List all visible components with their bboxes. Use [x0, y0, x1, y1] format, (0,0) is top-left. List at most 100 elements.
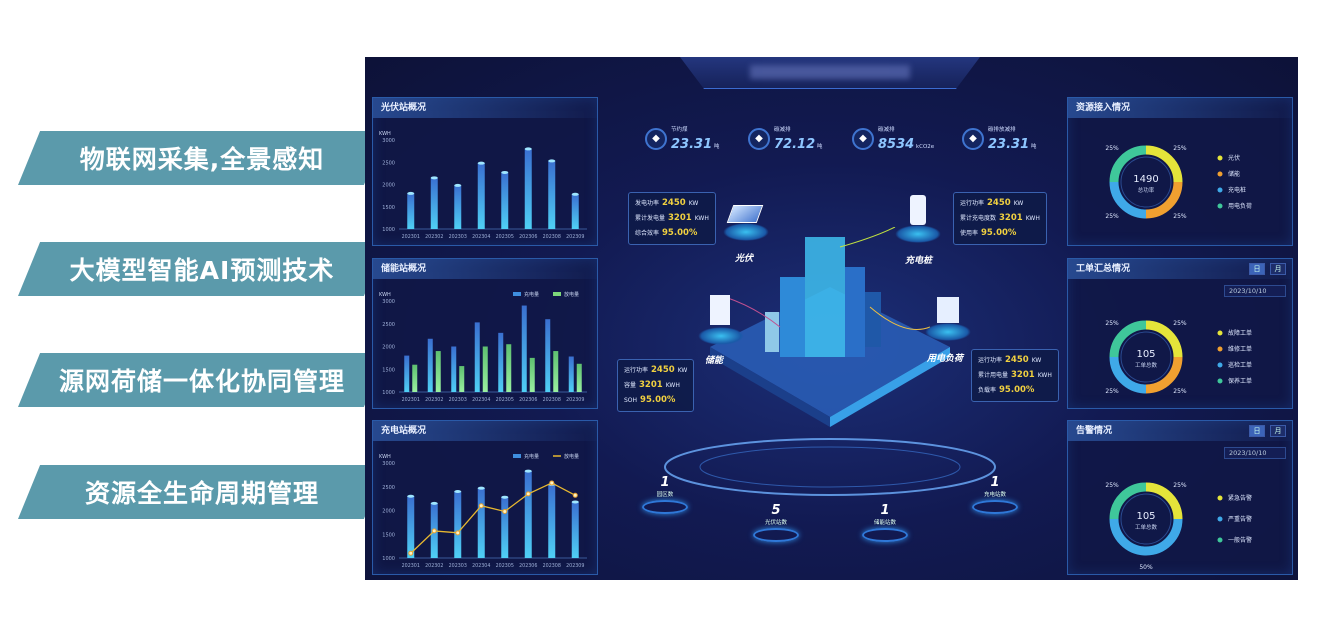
date-picker[interactable]: 2023/10/10: [1224, 447, 1286, 459]
stat-value: 8534: [878, 137, 915, 152]
resource-panel: 资源接入情况 25% 25% 25% 25% 1490 总功率 光伏 储能 充电桩 用电负荷: [1067, 97, 1293, 246]
stat-2: ◆ 碳减排 8534 kCO2e: [852, 125, 934, 152]
x-tick-label: 202306: [519, 563, 537, 569]
x-tick-label: 202309: [566, 563, 584, 569]
stat-value: 72.12: [774, 137, 816, 152]
donut-segment: [1109, 518, 1183, 556]
y-axis-label: KWH: [379, 454, 391, 460]
legend-label: 充电量: [524, 453, 539, 460]
info-row: 运行功率 2450 KW: [978, 353, 1052, 368]
info-unit: KW: [677, 367, 688, 374]
tower: [780, 277, 805, 357]
info-label: 运行功率: [960, 200, 985, 207]
legend-label: 充电量: [524, 291, 539, 298]
solar-panel-icon: [726, 205, 764, 223]
percent-label: 25%: [1105, 145, 1119, 152]
month-button[interactable]: 月: [1270, 263, 1286, 275]
line-point: [478, 503, 484, 509]
dashboard: 光伏站概况 KWH 1000 1500 2000 2500 3000 202301 202302…: [365, 57, 1298, 580]
line-point: [431, 528, 437, 534]
banner-iot: 物联网采集,全景感知: [18, 131, 386, 185]
day-button[interactable]: 日: [1249, 425, 1265, 437]
info-label: 累计用电量: [978, 372, 1009, 379]
bar: [412, 364, 418, 392]
line-point: [502, 508, 508, 514]
info-row: 容量 3201 KWH: [624, 378, 687, 393]
pv-label: 光伏: [735, 254, 754, 264]
bar: [576, 363, 582, 392]
donut-center: [1120, 493, 1172, 545]
month-button[interactable]: 月: [1270, 425, 1286, 437]
date-picker[interactable]: 2023/10/10: [1224, 285, 1286, 297]
bar-cap: [571, 500, 579, 504]
building-icon: [937, 297, 959, 323]
donut-center: [1120, 156, 1172, 208]
bar: [501, 172, 509, 229]
info-label: 运行功率: [624, 367, 649, 374]
legend-label: 一般告警: [1228, 536, 1252, 544]
x-tick-label: 202304: [472, 234, 490, 240]
stat-unit: 吨: [712, 144, 720, 150]
info-label: 发电功率: [635, 200, 660, 207]
legend-swatch: [513, 454, 521, 458]
charger-label: 充电桩: [905, 256, 933, 266]
donut-total-label: 工单总数: [1135, 361, 1158, 369]
tower: [845, 267, 865, 357]
donut-segment: [1145, 145, 1183, 183]
bar: [553, 351, 559, 392]
load-label: 用电负荷: [927, 354, 964, 364]
info-row: SOH 95.00%: [624, 393, 687, 408]
info-label: 累计发电量: [635, 215, 666, 222]
y-tick-label: 2000: [382, 345, 395, 351]
legend-dot: [1217, 346, 1223, 352]
banner-lifecycle: 资源全生命周期管理: [18, 465, 386, 519]
info-value: 95.00%: [981, 228, 1017, 238]
load-platform: [925, 323, 971, 341]
donut-segment: [1109, 482, 1147, 520]
stat-3: ◆ 碳排放减排 23.31 吨: [962, 125, 1036, 152]
info-label: 使用率: [960, 230, 979, 237]
tree-icon: ◆: [962, 127, 984, 150]
charging-chart: KWH 1000 1500 2000 2500 3000 202301 202302 20230…: [379, 453, 587, 569]
count-3: 1 充电站数: [972, 475, 1018, 514]
info-row: 负载率 95.00%: [978, 383, 1052, 398]
count-label: 园区数: [656, 492, 674, 498]
info-value: 95.00%: [662, 228, 698, 238]
day-button[interactable]: 日: [1249, 263, 1265, 275]
bar: [529, 357, 535, 392]
donut-segment: [1109, 356, 1147, 394]
x-tick-label: 202308: [543, 563, 561, 569]
pv-platform: [723, 223, 769, 241]
legend-label: 巡检工单: [1228, 361, 1252, 369]
x-tick-label: 202304: [472, 397, 490, 403]
bar: [545, 319, 551, 392]
bar-cap: [524, 147, 532, 151]
info-value: 2450: [987, 198, 1011, 208]
x-tick-label: 202305: [496, 234, 514, 240]
donut-segment: [1145, 181, 1183, 219]
stat-label: 碳排放减排: [988, 127, 1016, 133]
x-tick-label: 202309: [566, 234, 584, 240]
info-value: 2450: [651, 365, 675, 375]
bar: [407, 496, 415, 558]
storage-platform: [698, 327, 744, 345]
pv-chart: KWH 1000 1500 2000 2500 3000 202301 202302 20230…: [379, 131, 587, 240]
panel-title: 资源接入情况: [1068, 98, 1292, 118]
x-tick-label: 202303: [449, 397, 467, 403]
bar: [548, 160, 556, 229]
percent-label: 50%: [1139, 564, 1153, 571]
banner-ai: 大模型智能AI预测技术: [18, 242, 386, 296]
info-label: SOH: [624, 397, 638, 404]
y-tick-label: 2000: [382, 509, 395, 515]
bar: [524, 148, 532, 229]
x-tick-label: 202308: [543, 234, 561, 240]
legend-label: 紧急告警: [1228, 494, 1252, 502]
y-tick-label: 1500: [382, 367, 395, 373]
legend-dot: [1217, 203, 1223, 209]
info-unit: KWH: [694, 215, 709, 222]
count-value: 1: [880, 503, 890, 518]
legend-dot: [1217, 330, 1223, 336]
bar: [548, 484, 556, 558]
